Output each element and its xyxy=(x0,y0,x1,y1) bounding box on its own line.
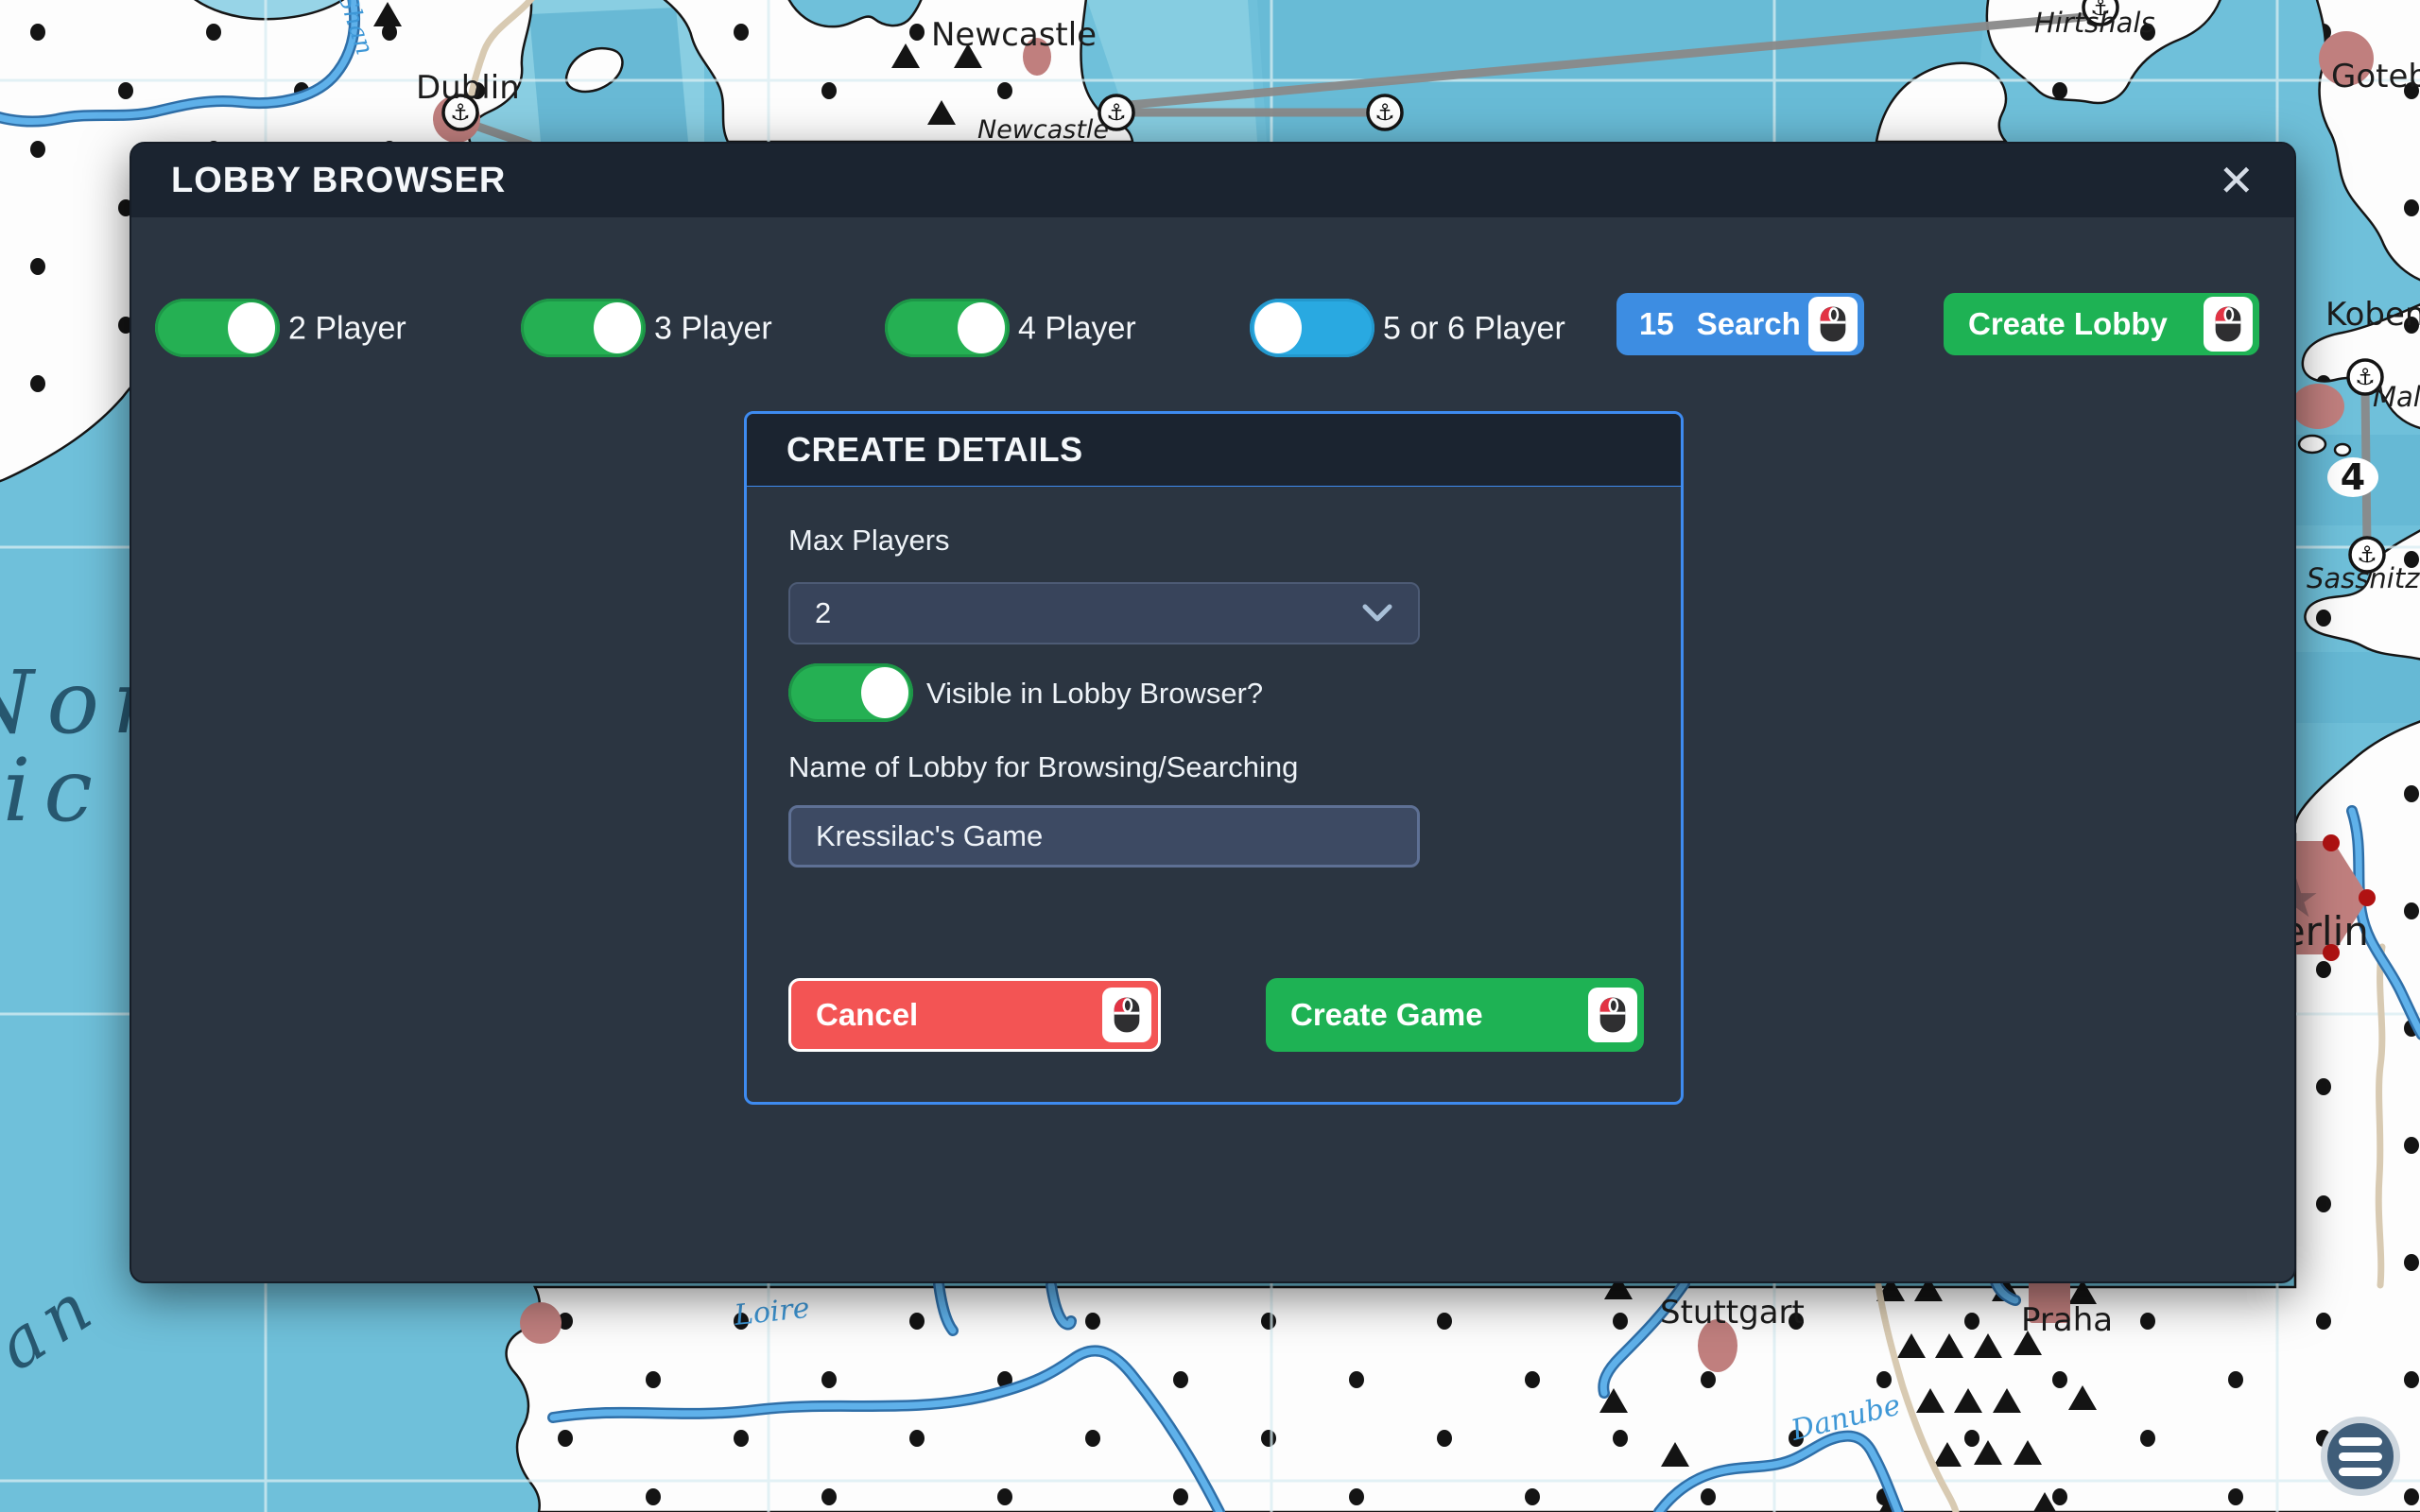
visible-in-lobby-label: Visible in Lobby Browser? xyxy=(926,677,1264,710)
mouse-click-icon xyxy=(1102,988,1151,1042)
label-sassnitz: Sassnitz xyxy=(2307,562,2420,594)
label-newcastle: Newcastle xyxy=(931,16,1097,54)
max-players-value: 2 xyxy=(815,596,832,629)
search-count: 15 xyxy=(1639,306,1674,341)
label-dublin: Dublin xyxy=(416,69,520,107)
create-game-button[interactable]: Create Game xyxy=(1266,978,1644,1052)
label-praha: Praha xyxy=(2021,1301,2113,1339)
toggle-knob xyxy=(1254,302,1302,353)
search-button[interactable]: 15 Search xyxy=(1616,293,1864,355)
lobby-browser-dialog: LOBBY BROWSER ✕ 2 Player 3 Player 4 Play… xyxy=(130,142,2296,1283)
label-newcastle-port: Newcastle xyxy=(977,115,1109,145)
create-lobby-button[interactable]: Create Lobby xyxy=(1944,293,2259,355)
label-loire: Loire xyxy=(732,1292,811,1332)
toggle-3-player-label: 3 Player xyxy=(654,310,772,347)
cancel-label: Cancel xyxy=(816,997,919,1032)
chevron-down-icon xyxy=(1362,604,1392,622)
roads xyxy=(465,0,2386,1512)
label-goteborg: Goteborg xyxy=(2331,58,2420,95)
hamburger-icon xyxy=(2339,1436,2382,1446)
ferry-badge: 4 xyxy=(2327,456,2378,498)
mouse-click-icon xyxy=(1588,988,1637,1042)
create-details-title: CREATE DETAILS xyxy=(786,430,1083,469)
create-details-header: CREATE DETAILS xyxy=(747,414,1681,487)
visible-in-lobby-toggle[interactable] xyxy=(788,663,913,722)
toggle-knob xyxy=(861,667,908,718)
label-stuttgart: Stuttgart xyxy=(1660,1294,1805,1332)
menu-button[interactable] xyxy=(2321,1417,2400,1496)
toggle-knob xyxy=(958,302,1005,353)
label-kobenhavn: Kobenhavn xyxy=(2325,296,2420,334)
toggle-4-player-label: 4 Player xyxy=(1018,310,1136,347)
label-malmo: Malmo xyxy=(2373,381,2420,413)
close-icon[interactable]: ✕ xyxy=(2218,156,2255,205)
mouse-click-icon xyxy=(2204,297,2253,352)
lobby-name-label: Name of Lobby for Browsing/Searching xyxy=(788,750,1299,783)
dialog-titlebar: LOBBY BROWSER ✕ xyxy=(131,144,2294,217)
create-details-panel: CREATE DETAILS Max Players 2 Visible in … xyxy=(744,411,1684,1105)
city-markers xyxy=(433,31,2374,1372)
svg-text:4: 4 xyxy=(2341,456,2365,498)
anchor-icon xyxy=(1366,94,1404,131)
create-game-label: Create Game xyxy=(1290,997,1483,1032)
label-hirtshals: Hirtshals xyxy=(2034,7,2155,39)
search-label: Search xyxy=(1696,306,1801,341)
toggle-2-player[interactable] xyxy=(155,299,280,357)
create-lobby-label: Create Lobby xyxy=(1968,306,2168,341)
max-players-label: Max Players xyxy=(788,524,950,557)
toggle-5-6-player-label: 5 or 6 Player xyxy=(1383,310,1565,347)
toggle-4-player[interactable] xyxy=(885,299,1010,357)
toggle-5-6-player[interactable] xyxy=(1250,299,1374,357)
toggle-2-player-label: 2 Player xyxy=(288,310,406,347)
dialog-title: LOBBY BROWSER xyxy=(171,160,507,200)
toggle-knob xyxy=(228,302,275,353)
mouse-click-icon xyxy=(1808,297,1858,352)
lobby-name-input[interactable] xyxy=(788,805,1420,868)
toggle-knob xyxy=(594,302,641,353)
cancel-button[interactable]: Cancel xyxy=(788,978,1161,1052)
filter-row: 2 Player 3 Player 4 Player 5 or 6 Player… xyxy=(131,217,2294,357)
max-players-select[interactable]: 2 xyxy=(788,582,1420,644)
toggle-3-player[interactable] xyxy=(521,299,646,357)
